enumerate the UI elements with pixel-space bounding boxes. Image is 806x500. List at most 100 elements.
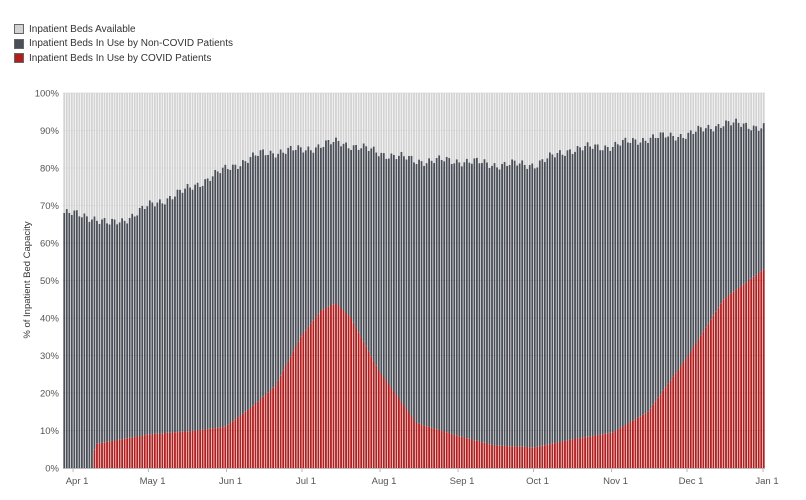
bar-available[interactable] <box>161 93 164 204</box>
bar-non-covid[interactable] <box>481 162 483 443</box>
bar-covid[interactable] <box>297 341 300 469</box>
bar-covid[interactable] <box>531 447 534 468</box>
bar-covid[interactable] <box>496 445 498 468</box>
bar-available[interactable] <box>292 93 295 151</box>
bar-covid[interactable] <box>420 424 423 468</box>
bar-covid[interactable] <box>470 439 473 468</box>
bar-non-covid[interactable] <box>337 141 340 306</box>
bar-covid[interactable] <box>309 323 312 469</box>
bar-available[interactable] <box>91 93 93 220</box>
bar-non-covid[interactable] <box>619 145 622 428</box>
bar-available[interactable] <box>80 93 83 218</box>
bar-non-covid[interactable] <box>345 142 347 313</box>
bar-available[interactable] <box>624 93 627 138</box>
bar-covid[interactable] <box>423 425 425 468</box>
bar-available[interactable] <box>491 93 493 166</box>
bar-non-covid[interactable] <box>113 219 116 441</box>
bar-covid[interactable] <box>704 327 707 469</box>
bar-non-covid[interactable] <box>128 217 131 438</box>
bar-available[interactable] <box>621 93 624 140</box>
bar-available[interactable] <box>244 93 247 162</box>
bar-covid[interactable] <box>453 434 456 468</box>
bar-covid[interactable] <box>224 426 227 468</box>
bar-covid[interactable] <box>327 306 330 468</box>
bar-non-covid[interactable] <box>448 158 451 434</box>
bar-non-covid[interactable] <box>320 147 322 311</box>
bar-available[interactable] <box>332 93 335 142</box>
bar-non-covid[interactable] <box>199 186 202 431</box>
bar-covid[interactable] <box>483 442 486 468</box>
bar-covid[interactable] <box>274 385 277 469</box>
bar-available[interactable] <box>277 93 280 154</box>
bar-covid[interactable] <box>330 305 332 469</box>
bar-available[interactable] <box>463 93 466 163</box>
bar-available[interactable] <box>450 93 453 164</box>
bar-covid[interactable] <box>398 398 400 469</box>
bar-covid[interactable] <box>357 332 360 468</box>
bar-available[interactable] <box>632 93 634 139</box>
bar-non-covid[interactable] <box>141 205 144 436</box>
bar-non-covid[interactable] <box>390 153 393 388</box>
bar-covid[interactable] <box>340 308 342 468</box>
bar-non-covid[interactable] <box>420 161 423 425</box>
bar-available[interactable] <box>742 93 745 124</box>
bar-non-covid[interactable] <box>292 150 295 352</box>
bar-available[interactable] <box>375 93 378 153</box>
bar-available[interactable] <box>465 93 468 159</box>
bar-covid[interactable] <box>264 394 267 469</box>
bar-covid[interactable] <box>443 431 446 468</box>
bar-covid[interactable] <box>473 440 476 468</box>
bar-covid[interactable] <box>611 432 614 469</box>
bar-covid[interactable] <box>312 320 315 468</box>
bar-covid[interactable] <box>387 384 390 469</box>
bar-available[interactable] <box>337 93 340 141</box>
bar-non-covid[interactable] <box>164 204 166 434</box>
bar-covid[interactable] <box>604 433 607 468</box>
bar-non-covid[interactable] <box>415 163 418 423</box>
bar-covid[interactable] <box>589 436 592 468</box>
bar-covid[interactable] <box>96 443 98 469</box>
bar-covid[interactable] <box>576 438 579 468</box>
bar-available[interactable] <box>380 93 383 153</box>
bar-covid[interactable] <box>231 421 234 469</box>
bar-non-covid[interactable] <box>377 156 380 371</box>
bar-non-covid[interactable] <box>699 127 702 336</box>
bar-available[interactable] <box>367 93 370 151</box>
bar-covid[interactable] <box>692 347 695 468</box>
bar-covid[interactable] <box>498 445 501 468</box>
bar-available[interactable] <box>405 93 408 160</box>
bar-covid[interactable] <box>584 437 586 468</box>
bar-available[interactable] <box>141 93 144 206</box>
bar-available[interactable] <box>385 93 388 159</box>
bar-non-covid[interactable] <box>385 158 388 381</box>
bar-available[interactable] <box>506 93 508 166</box>
bar-available[interactable] <box>614 93 617 142</box>
bar-covid[interactable] <box>710 319 712 468</box>
bar-non-covid[interactable] <box>156 202 159 434</box>
bar-covid[interactable] <box>352 322 355 468</box>
bar-covid[interactable] <box>455 435 458 468</box>
bar-covid[interactable] <box>204 429 207 468</box>
bar-available[interactable] <box>231 93 234 165</box>
bar-non-covid[interactable] <box>93 216 96 450</box>
bar-non-covid[interactable] <box>664 137 667 388</box>
bar-non-covid[interactable] <box>68 212 71 468</box>
bar-available[interactable] <box>118 93 121 223</box>
bar-available[interactable] <box>123 93 126 221</box>
bar-available[interactable] <box>236 93 239 169</box>
bar-available[interactable] <box>606 93 609 147</box>
bar-non-covid[interactable] <box>687 132 690 356</box>
bar-non-covid[interactable] <box>513 160 516 447</box>
bar-available[interactable] <box>247 93 249 163</box>
bar-available[interactable] <box>93 93 96 217</box>
bar-available[interactable] <box>697 93 700 126</box>
bar-covid[interactable] <box>730 293 732 469</box>
bar-non-covid[interactable] <box>667 136 670 384</box>
bar-non-covid[interactable] <box>284 153 287 366</box>
bar-non-covid[interactable] <box>548 152 551 445</box>
bar-covid[interactable] <box>757 273 760 468</box>
bar-non-covid[interactable] <box>559 150 561 443</box>
bar-non-covid[interactable] <box>158 199 161 434</box>
bar-available[interactable] <box>609 93 612 151</box>
bar-covid[interactable] <box>186 431 189 468</box>
